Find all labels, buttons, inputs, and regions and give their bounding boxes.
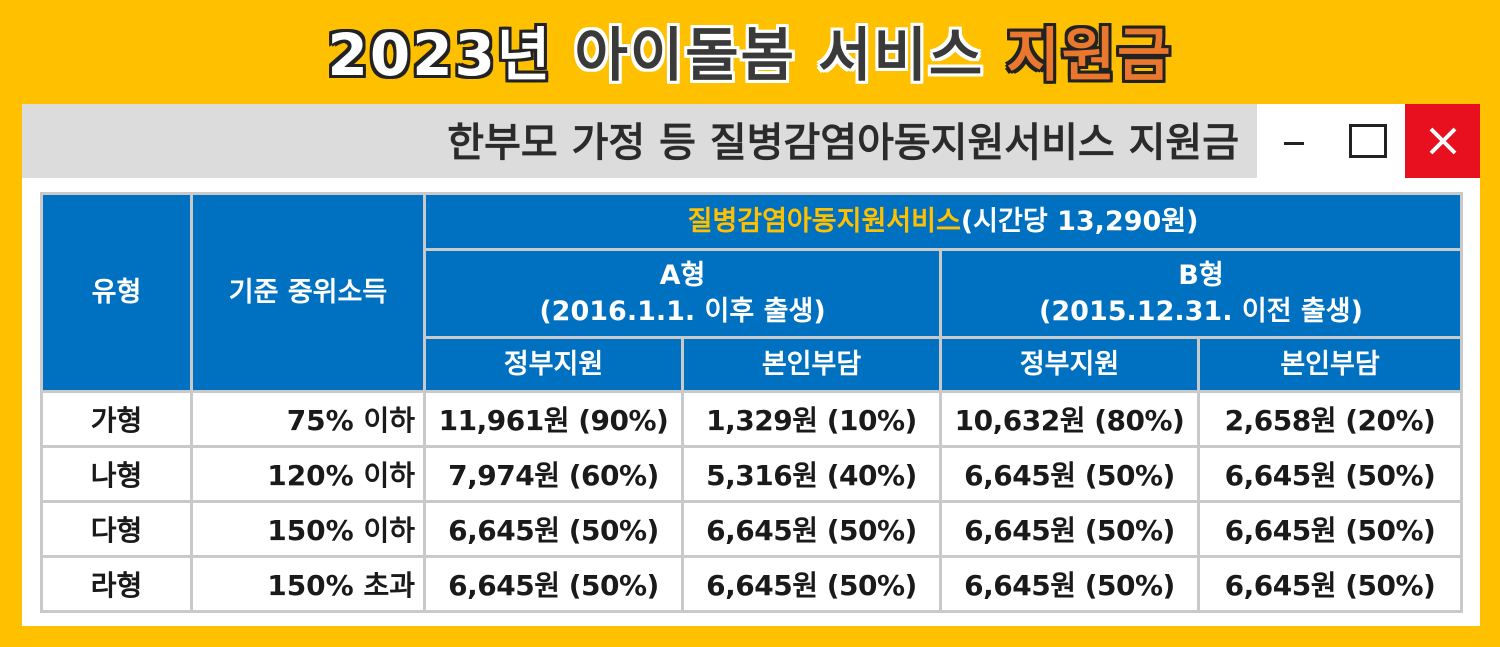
minimize-button[interactable]: [1257, 104, 1331, 178]
row-a-self: 1,329원 (10%): [681, 390, 942, 448]
header-group-a-sub: (2016.1.1. 이후 출생): [539, 295, 826, 327]
window-title: 한부모 가정 등 질병감염아동지원서비스 지원금: [447, 120, 1239, 166]
header-type: 유형: [40, 192, 193, 393]
row-b-gov: 6,645원 (50%): [939, 445, 1200, 503]
row-b-self: 6,645원 (50%): [1196, 500, 1464, 558]
window-titlebar: 한부모 가정 등 질병감염아동지원서비스 지원금: [22, 104, 1480, 178]
header-a-self: 본인부담: [681, 336, 942, 393]
header-b-self: 본인부담: [1196, 336, 1464, 393]
row-income: 75% 이하: [190, 390, 426, 448]
row-a-gov: 6,645원 (50%): [423, 500, 684, 558]
main-title: 2023년 아이돌봄 서비스 지원금: [0, 10, 1500, 100]
row-type: 가형: [40, 390, 193, 448]
support-table: 유형 기준 중위소득 질병감염아동지원서비스(시간당 13,290원) A형 (…: [40, 192, 1464, 613]
minimize-icon: [1284, 141, 1304, 145]
header-service-rate: (시간당 13,290원): [960, 205, 1199, 237]
row-type: 다형: [40, 500, 193, 558]
row-a-self: 6,645원 (50%): [681, 500, 942, 558]
row-income: 120% 이하: [190, 445, 426, 503]
row-type: 라형: [40, 555, 193, 613]
title-year: 2023년: [327, 21, 553, 89]
row-income: 150% 초과: [190, 555, 426, 613]
row-a-gov: 6,645원 (50%): [423, 555, 684, 613]
close-button[interactable]: [1405, 104, 1480, 178]
header-income: 기준 중위소득: [190, 192, 426, 393]
support-table-wrap: 유형 기준 중위소득 질병감염아동지원서비스(시간당 13,290원) A형 (…: [40, 192, 1464, 613]
title-middle: 아이돌봄 서비스: [574, 21, 985, 89]
table-row: 다형 150% 이하 6,645원 (50%) 6,645원 (50%) 6,6…: [40, 500, 1464, 558]
table-row: 라형 150% 초과 6,645원 (50%) 6,645원 (50%) 6,6…: [40, 555, 1464, 613]
header-group-a: A형 (2016.1.1. 이후 출생): [423, 248, 942, 339]
info-window: 한부모 가정 등 질병감염아동지원서비스 지원금: [22, 104, 1480, 626]
row-a-gov: 11,961원 (90%): [423, 390, 684, 448]
row-b-gov: 6,645원 (50%): [939, 500, 1200, 558]
maximize-icon: [1349, 124, 1387, 158]
header-group-b-title: B형: [1178, 259, 1224, 291]
header-group-a-title: A형: [659, 259, 706, 291]
table-row: 나형 120% 이하 7,974원 (60%) 5,316원 (40%) 6,6…: [40, 445, 1464, 503]
row-b-self: 6,645원 (50%): [1196, 555, 1464, 613]
table-row: 가형 75% 이하 11,961원 (90%) 1,329원 (10%) 10,…: [40, 390, 1464, 448]
row-a-self: 6,645원 (50%): [681, 555, 942, 613]
row-b-self: 2,658원 (20%): [1196, 390, 1464, 448]
row-type: 나형: [40, 445, 193, 503]
header-a-gov: 정부지원: [423, 336, 684, 393]
header-service: 질병감염아동지원서비스(시간당 13,290원): [422, 192, 1464, 251]
row-a-self: 5,316원 (40%): [681, 445, 942, 503]
header-b-gov: 정부지원: [939, 336, 1200, 393]
row-a-gov: 7,974원 (60%): [423, 445, 684, 503]
close-icon: [1429, 127, 1456, 155]
row-b-gov: 6,645원 (50%): [939, 555, 1200, 613]
row-b-self: 6,645원 (50%): [1196, 445, 1464, 503]
row-b-gov: 10,632원 (80%): [939, 390, 1200, 448]
window-controls: [1257, 104, 1480, 178]
header-group-b: B형 (2015.12.31. 이전 출생): [938, 248, 1464, 339]
row-income: 150% 이하: [190, 500, 426, 558]
maximize-button[interactable]: [1331, 104, 1405, 178]
header-group-b-sub: (2015.12.31. 이전 출생): [1039, 295, 1363, 327]
header-service-name: 질병감염아동지원서비스: [687, 205, 961, 237]
title-highlight: 지원금: [1006, 21, 1173, 89]
